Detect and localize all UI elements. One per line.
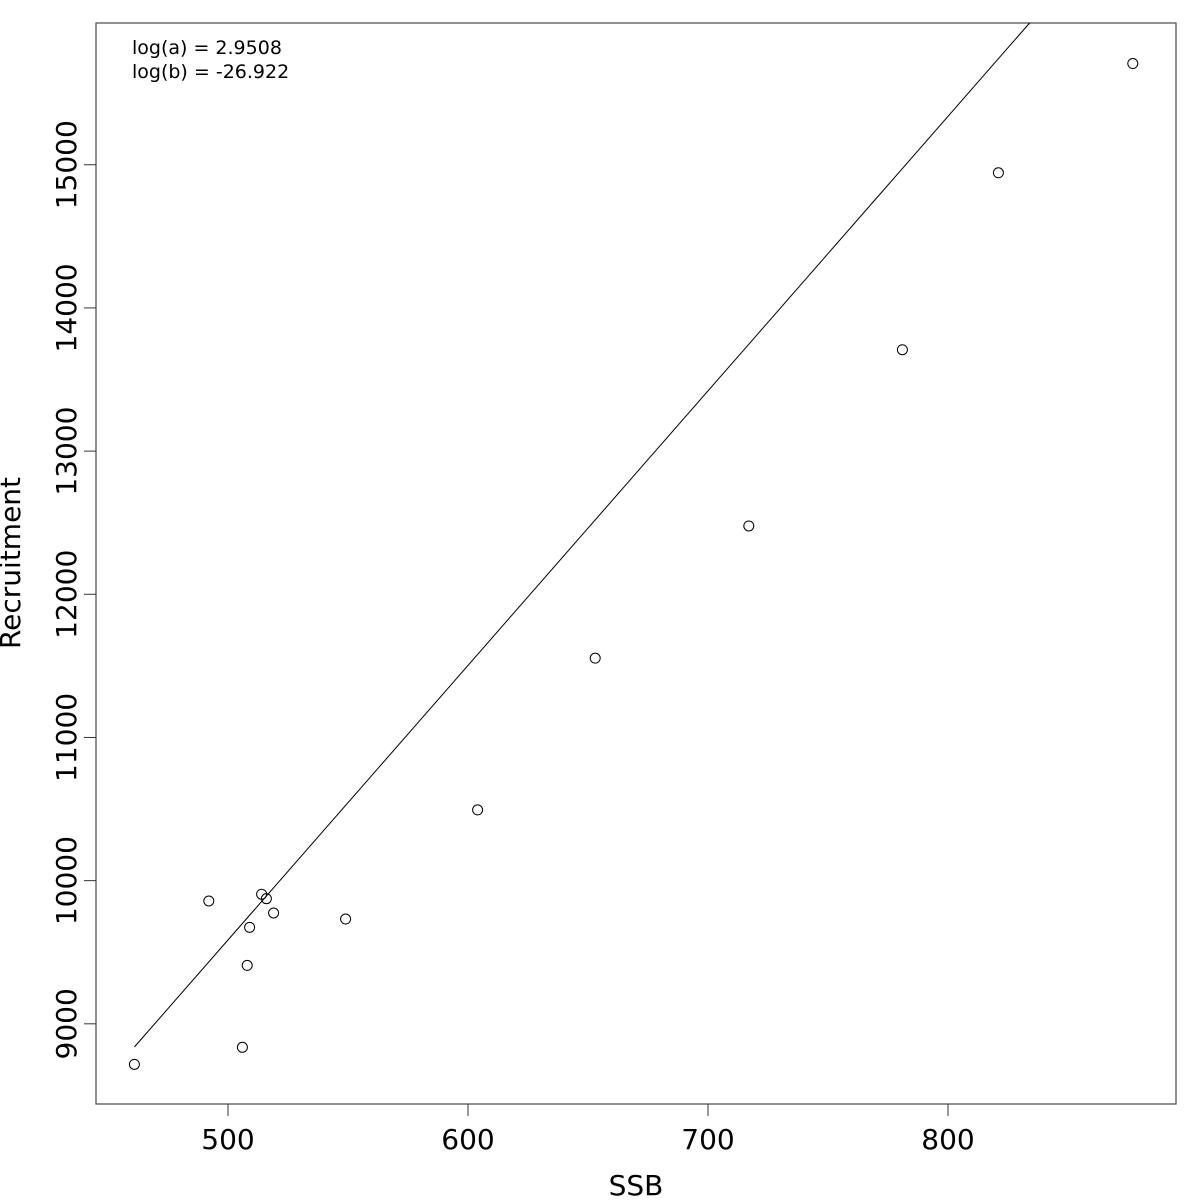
data-point xyxy=(203,895,215,907)
annotation-log-a: log(a) = 2.9508 xyxy=(132,37,282,59)
y-tick-label: 11000 xyxy=(50,693,83,782)
x-axis: 500 600 700 800 xyxy=(201,1104,975,1156)
data-point xyxy=(268,907,280,919)
y-tick-label: 12000 xyxy=(50,550,83,639)
y-tick-label: 15000 xyxy=(50,120,83,209)
x-tick-label: 500 xyxy=(201,1123,254,1156)
y-axis: 9000 10000 11000 12000 13000 14000 15000 xyxy=(50,120,96,1059)
y-tick-label: 13000 xyxy=(50,407,83,496)
data-point xyxy=(743,520,755,532)
data-point xyxy=(260,893,272,905)
y-tick-label: 14000 xyxy=(50,263,83,352)
points-layer xyxy=(128,58,1139,1070)
data-point xyxy=(1127,58,1139,70)
y-axis-title: Recruitment xyxy=(0,477,27,649)
y-tick-label: 9000 xyxy=(50,988,83,1059)
data-point xyxy=(896,344,908,356)
data-point xyxy=(589,652,601,664)
fit-line xyxy=(134,22,1030,1048)
x-tick-label: 700 xyxy=(681,1123,734,1156)
data-point xyxy=(992,167,1004,179)
data-point xyxy=(241,959,253,971)
data-point xyxy=(340,913,352,925)
x-tick-label: 800 xyxy=(921,1123,974,1156)
annotation-log-b: log(b) = -26.922 xyxy=(132,61,289,83)
data-point xyxy=(472,804,484,816)
x-tick-label: 600 xyxy=(441,1123,494,1156)
fit-line-layer xyxy=(134,22,1030,1048)
data-point xyxy=(244,921,256,933)
data-point xyxy=(236,1041,248,1053)
x-axis-title: SSB xyxy=(609,1169,664,1200)
data-point xyxy=(128,1058,140,1070)
plot-frame xyxy=(95,22,1177,1105)
y-tick-label: 10000 xyxy=(50,836,83,925)
